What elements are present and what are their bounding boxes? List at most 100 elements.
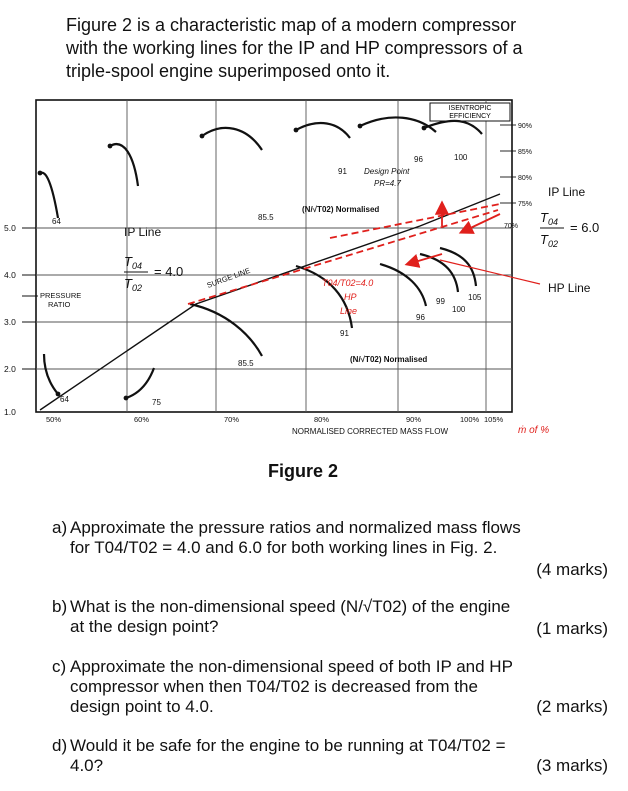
speed-label: 64	[60, 395, 69, 404]
isentropic-efficiency-box	[429, 102, 511, 122]
efficiency-label: 90%	[518, 123, 532, 130]
x-tick-label: 50%	[46, 415, 61, 424]
question-letter: b)	[52, 597, 68, 616]
ratio-numerator: T04	[124, 254, 142, 271]
question-text: Would it be safe for the engine to be ru…	[70, 736, 506, 755]
question-text: Approximate the non-dimensional speed of…	[70, 657, 513, 676]
speed-label: 105	[468, 293, 482, 302]
upper-speed-title: (N/√T02) Normalised	[302, 205, 379, 214]
efficiency-label: 85%	[518, 149, 532, 156]
x-axis-label: NORMALISED CORRECTED MASS FLOW	[292, 427, 448, 436]
speed-label: 96	[414, 155, 423, 164]
figure-caption: Figure 2	[268, 461, 339, 481]
hp-note: HP	[344, 292, 357, 302]
question-marks: (1 marks)	[536, 619, 608, 638]
speed-curve-64-low	[42, 353, 59, 395]
ip-working-line	[187, 209, 499, 305]
question-text: design point to 4.0.	[70, 697, 214, 716]
speed-label: 100	[452, 305, 466, 314]
speed-curve-96	[359, 116, 437, 133]
speed-curve-105-low	[439, 246, 478, 287]
speed-curve-85	[201, 126, 263, 151]
question-text: What is the non-dimensional speed (N/√T0…	[70, 597, 511, 616]
speed-curve-75	[109, 143, 140, 187]
x-tick-label: 100%	[460, 415, 480, 424]
question-marks: (3 marks)	[536, 756, 608, 775]
design-point-note: Design Point	[364, 167, 410, 176]
question-marks: (2 marks)	[536, 697, 608, 716]
heading-line: triple-spool engine superimposed onto it…	[66, 61, 391, 81]
x-tick-label: 90%	[406, 415, 421, 424]
question-letter: a)	[52, 518, 68, 537]
question-a: a) Approximate the pressure ratios and n…	[52, 518, 612, 580]
hp-line-arrow-1	[404, 253, 443, 268]
upper-speed-markers	[37, 123, 427, 176]
question-letter: c)	[52, 657, 67, 676]
question-marks: (4 marks)	[536, 560, 608, 579]
speed-curve-91-low	[295, 264, 354, 329]
isentropic-label: EFFICIENCY	[449, 113, 491, 120]
lower-speed-curves	[42, 246, 478, 400]
y-tick-label: 3.0	[4, 317, 16, 327]
speed-curve-96-low	[379, 262, 428, 307]
ip-line-label-left: IP Line	[124, 225, 161, 239]
efficiency-leaders	[500, 124, 516, 204]
x-unit-note: ṁ of %	[518, 425, 549, 436]
heading-line: with the working lines for the IP and HP…	[66, 38, 523, 58]
efficiency-labels: 90% 85% 80% 75% 70%	[504, 123, 532, 230]
ratio-numerator: T04	[540, 210, 558, 227]
right-ratio-value: = 6.0	[570, 220, 599, 235]
efficiency-label: 70%	[504, 223, 518, 230]
ip-ratio-value: = 4.0	[154, 264, 183, 279]
speed-label: 99	[436, 297, 445, 306]
speed-curve-100	[423, 119, 483, 135]
question-letter: d)	[52, 736, 68, 755]
heading-line: Figure 2 is a characteristic map of a mo…	[66, 15, 517, 35]
speed-curve-100-low	[419, 252, 460, 293]
x-tick-label: 105%	[484, 415, 504, 424]
y-tick-labels: 5.0 4.0 3.0 2.0 1.0	[4, 223, 16, 417]
speed-curve-75-low	[125, 367, 156, 400]
isentropic-label: ISENTROPIC	[449, 105, 492, 112]
plot-frame	[35, 99, 513, 413]
y-axis-label: PRESSURE	[40, 291, 81, 300]
hp-line-leader	[439, 259, 541, 285]
problem-heading: Figure 2 is a characteristic map of a mo…	[66, 14, 606, 83]
question-text: compressor when then T04/T02 is decrease…	[70, 677, 478, 696]
question-text: 4.0?	[70, 756, 104, 775]
question-text: for T04/T02 = 4.0 and 6.0 for both worki…	[70, 538, 498, 557]
upper-speed-curves	[39, 116, 483, 219]
lower-speed-labels: 64 75 85.5 91 96 99 100 105	[60, 293, 482, 407]
y-tick-label: 5.0	[4, 223, 16, 233]
y-tick-label: 2.0	[4, 364, 16, 374]
ratio-denominator: T02	[124, 276, 142, 293]
surge-line	[39, 193, 501, 411]
speed-label: 96	[416, 313, 425, 322]
lower-speed-title: (N/√T02) Normalised	[350, 355, 427, 364]
question-text: Approximate the pressure ratios and norm…	[70, 518, 521, 537]
efficiency-label: 75%	[518, 201, 532, 208]
hp-working-line	[329, 203, 501, 239]
efficiency-label: 80%	[518, 175, 532, 182]
vertical-gridlines	[126, 100, 487, 412]
speed-label: 64	[52, 217, 61, 226]
question-c: c) Approximate the non-dimensional speed…	[52, 657, 612, 721]
y-axis-label: RATIO	[48, 300, 71, 309]
y-tick-label: 1.0	[4, 407, 16, 417]
x-tick-labels: 50% 60% 70% 80% 90% 100% 105%	[46, 415, 504, 424]
speed-curve-91	[295, 122, 351, 139]
horizontal-gridlines	[36, 227, 512, 370]
speed-label: 85.5	[238, 359, 254, 368]
speed-curve-85-low	[189, 302, 263, 357]
x-tick-label: 70%	[224, 415, 239, 424]
speed-label: 75	[152, 398, 161, 407]
ip-line-label-right: IP Line	[548, 185, 585, 199]
hp-line-label-right: HP Line	[548, 281, 591, 295]
upper-speed-labels: 64 85.5 91 96 100	[52, 153, 468, 226]
speed-curve-64	[39, 171, 60, 219]
compressor-map-figure: 5.0 4.0 3.0 2.0 1.0 50% 60% 70% 80% 90% …	[4, 99, 599, 436]
lower-speed-markers	[55, 391, 129, 401]
speed-label: 91	[338, 167, 347, 176]
question-b: b) What is the non-dimensional speed (N/…	[52, 597, 612, 641]
question-d: d) Would it be safe for the engine to be…	[52, 736, 612, 780]
